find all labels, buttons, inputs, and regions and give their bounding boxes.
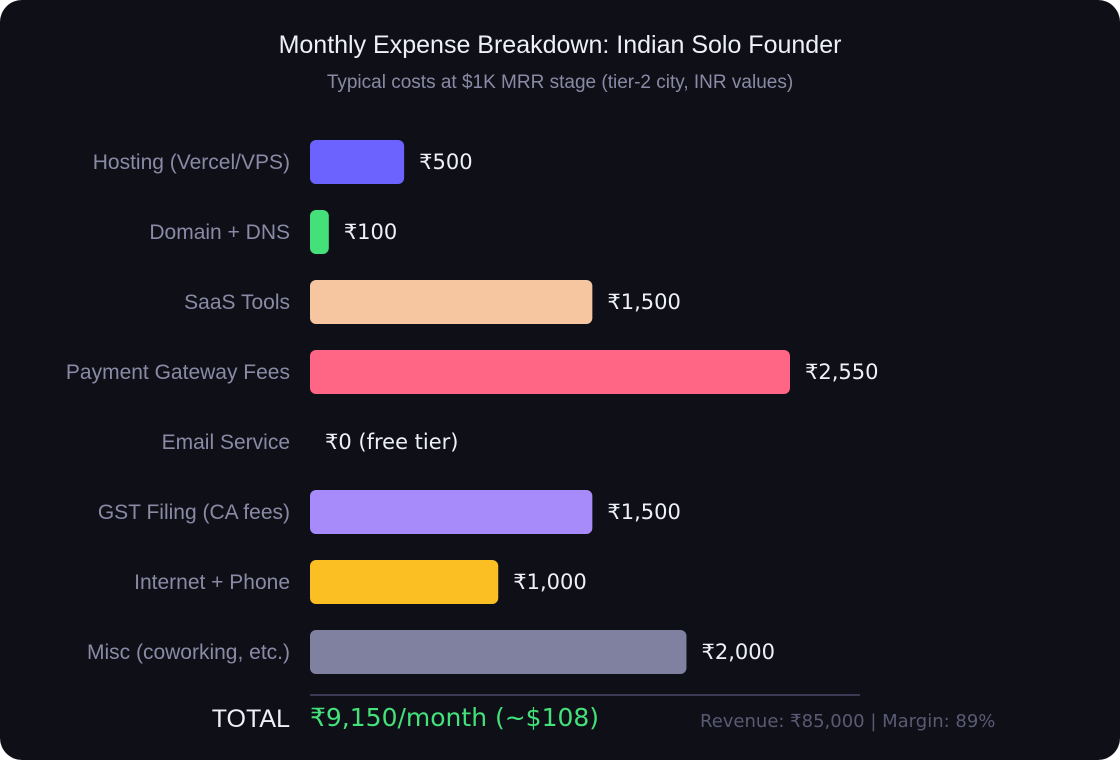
value-label: ₹2,550 bbox=[805, 360, 878, 384]
category-label: Email Service bbox=[162, 431, 290, 454]
category-label: SaaS Tools bbox=[184, 291, 290, 314]
value-label: ₹0 (free tier) bbox=[325, 430, 459, 454]
category-label: GST Filing (CA fees) bbox=[98, 501, 290, 524]
value-label: ₹100 bbox=[344, 220, 397, 244]
category-label: Payment Gateway Fees bbox=[66, 361, 290, 384]
value-label: ₹1,000 bbox=[513, 570, 586, 594]
revenue-margin-note: Revenue: ₹85,000 | Margin: 89% bbox=[700, 711, 996, 732]
bar bbox=[310, 350, 790, 394]
value-label: ₹1,500 bbox=[607, 500, 680, 524]
category-label: Hosting (Vercel/VPS) bbox=[93, 151, 290, 174]
chart-title: Monthly Expense Breakdown: Indian Solo F… bbox=[278, 31, 842, 59]
bar bbox=[310, 210, 329, 254]
bar bbox=[310, 560, 499, 604]
value-label: ₹500 bbox=[419, 150, 472, 174]
category-label: Domain + DNS bbox=[149, 221, 290, 244]
bar bbox=[310, 140, 405, 184]
total-label: TOTAL bbox=[211, 705, 290, 733]
value-label: ₹1,500 bbox=[607, 290, 680, 314]
category-label: Misc (coworking, etc.) bbox=[87, 641, 290, 664]
bar bbox=[310, 490, 593, 534]
bar bbox=[310, 630, 687, 674]
bar bbox=[310, 280, 593, 324]
value-label: ₹2,000 bbox=[701, 640, 774, 664]
category-label: Internet + Phone bbox=[134, 571, 290, 594]
total-value: ₹9,150/month (~$108) bbox=[310, 703, 600, 732]
chart-subtitle: Typical costs at $1K MRR stage (tier-2 c… bbox=[326, 72, 794, 93]
